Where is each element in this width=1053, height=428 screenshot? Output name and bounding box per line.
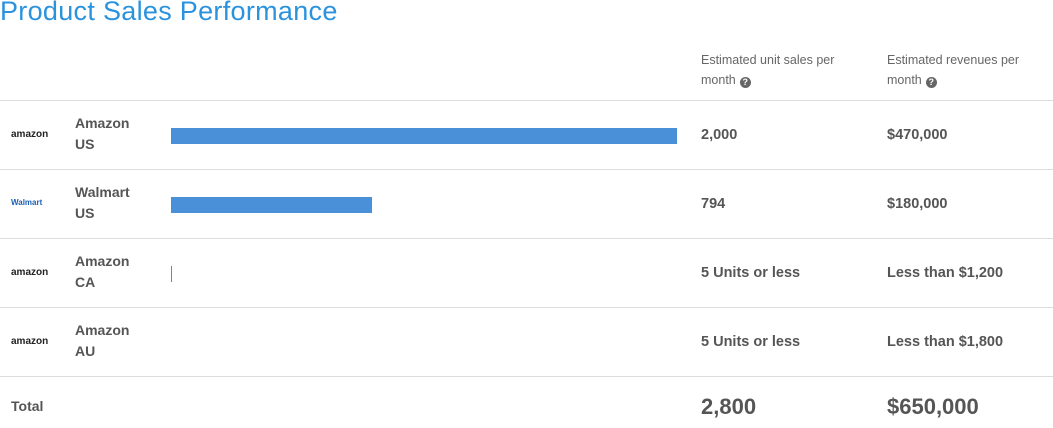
unit-sales: 2,000 bbox=[701, 126, 738, 143]
divider bbox=[0, 100, 1053, 101]
divider bbox=[0, 169, 1053, 170]
total-label: Total bbox=[11, 398, 44, 414]
sales-bar bbox=[171, 127, 677, 144]
page-title: Product Sales Performance bbox=[0, 0, 338, 26]
marketplace-country: US bbox=[75, 204, 95, 221]
total-revenue: $650,000 bbox=[887, 394, 979, 419]
header-revenues: Estimated revenues per month? bbox=[887, 50, 1037, 90]
header-text: Estimated revenues per month bbox=[887, 53, 1020, 87]
marketplace-name: Amazon bbox=[75, 321, 130, 338]
marketplace-country: AU bbox=[75, 342, 96, 359]
marketplace-country: CA bbox=[75, 273, 96, 290]
marketplace-country: US bbox=[75, 135, 95, 152]
help-icon[interactable]: ? bbox=[925, 77, 937, 88]
marketplace-name: Amazon bbox=[75, 114, 130, 131]
marketplace-logo: amazon bbox=[11, 266, 49, 278]
header-units: Estimated unit sales per month? bbox=[701, 50, 851, 90]
revenue: $180,000 bbox=[887, 195, 948, 212]
sales-bar bbox=[171, 196, 372, 213]
revenue: Less than $1,800 bbox=[887, 333, 1004, 350]
unit-sales: 794 bbox=[701, 195, 726, 212]
revenue: Less than $1,200 bbox=[887, 264, 1004, 281]
header-text: Estimated unit sales per month bbox=[701, 53, 835, 87]
marketplace-logo: Walmart bbox=[11, 197, 43, 207]
unit-sales: 5 Units or less bbox=[701, 333, 801, 350]
total-units: 2,800 bbox=[701, 394, 757, 419]
divider bbox=[0, 376, 1053, 377]
divider bbox=[0, 307, 1053, 308]
help-icon[interactable]: ? bbox=[739, 77, 751, 88]
marketplace-name: Walmart bbox=[75, 183, 130, 200]
divider bbox=[0, 238, 1053, 239]
sales-bar bbox=[171, 265, 173, 282]
revenue: $470,000 bbox=[887, 126, 948, 143]
unit-sales: 5 Units or less bbox=[701, 264, 801, 281]
marketplace-name: Amazon bbox=[75, 252, 130, 269]
marketplace-logo: amazon bbox=[11, 128, 49, 140]
marketplace-logo: amazon bbox=[11, 335, 49, 347]
